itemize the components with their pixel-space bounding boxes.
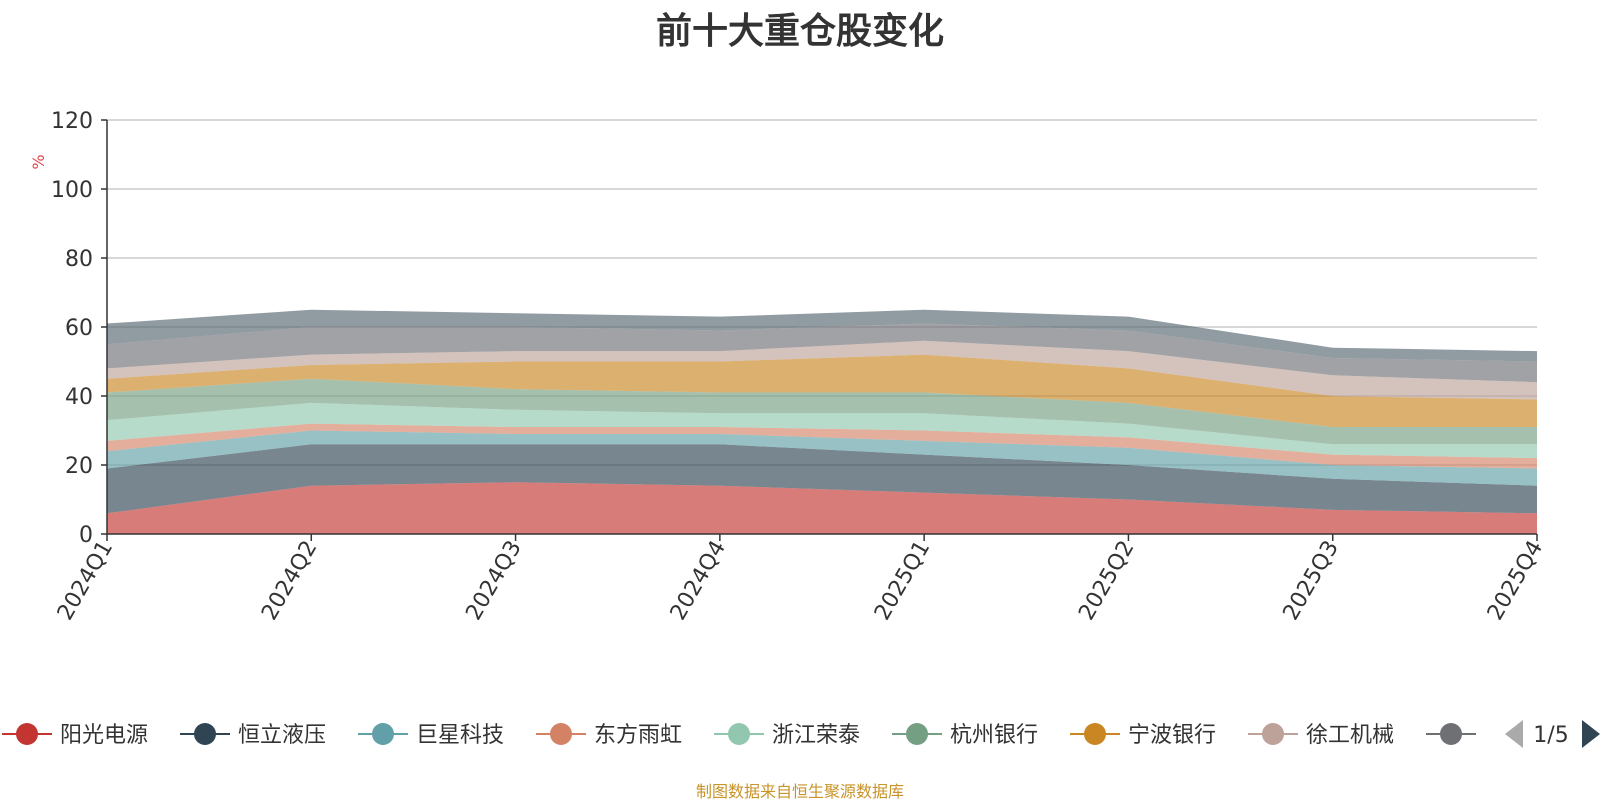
legend-marker	[728, 723, 750, 745]
legend-label: 巨星科技	[416, 723, 504, 748]
area-10[interactable]	[107, 309, 1537, 362]
legend-item[interactable]: 阳光电源	[2, 723, 148, 748]
legend-item[interactable]: 宁波银行	[1070, 723, 1216, 748]
legend-marker	[194, 723, 216, 745]
legend-item[interactable]: 恒立液压	[180, 723, 326, 748]
area-series	[107, 309, 1537, 534]
x-tick-label: 2025Q1	[870, 537, 935, 625]
x-tick-label: 2025Q2	[1074, 537, 1139, 625]
legend-item[interactable]: 东方雨虹	[536, 723, 682, 748]
area-5[interactable]	[107, 402, 1537, 459]
legend-marker	[1084, 723, 1106, 745]
legend-item[interactable]: 浙江荣泰	[714, 723, 860, 748]
area-9[interactable]	[107, 323, 1537, 383]
legend-next-icon[interactable]	[1582, 720, 1600, 748]
y-axis-unit-label: %	[29, 154, 48, 169]
legend-label: 徐工机械	[1306, 723, 1394, 748]
y-tick-label: 80	[65, 247, 93, 272]
legend-label: 浙江荣泰	[772, 723, 860, 748]
legend-marker	[1440, 723, 1462, 745]
y-tick-label: 60	[65, 316, 93, 341]
legend-marker	[550, 723, 572, 745]
legend-marker	[372, 723, 394, 745]
legend-marker	[906, 723, 928, 745]
legend-label: 东方雨虹	[594, 723, 682, 748]
legend-clip-mask	[1478, 712, 1600, 756]
legend-item[interactable]: 杭州银行	[892, 723, 1038, 748]
area-8[interactable]	[107, 340, 1537, 400]
area-1[interactable]	[107, 482, 1537, 534]
area-4[interactable]	[107, 423, 1537, 469]
x-tick-label: 2024Q2	[257, 537, 322, 625]
x-ticks: 2024Q1 2024Q2 2024Q3 2024Q4 2025Q1 2025Q2 2025…	[53, 534, 1548, 625]
area-7[interactable]	[107, 354, 1537, 428]
legend-label: 恒立液压	[238, 723, 326, 748]
x-tick-label: 2025Q4	[1483, 537, 1548, 625]
y-tick-label: 100	[51, 178, 93, 203]
x-tick-label: 2025Q3	[1279, 537, 1344, 625]
area-3[interactable]	[107, 430, 1537, 486]
y-tick-label: 0	[79, 523, 93, 548]
legend-prev-icon[interactable]	[1505, 720, 1523, 748]
x-tick-label: 2024Q1	[53, 537, 118, 625]
y-ticks: 0 20 40 60 80 100 120	[51, 109, 107, 548]
x-tick-label: 2024Q4	[666, 537, 731, 625]
legend-item[interactable]: 徐工机械	[1248, 723, 1394, 748]
chart-title: 前十大重仓股变化	[655, 11, 944, 52]
legend-label: 阳光电源	[60, 723, 148, 748]
legend-label: 杭州银行	[950, 723, 1038, 748]
area-6[interactable]	[107, 378, 1537, 445]
legend-pager: 1/5	[1505, 720, 1600, 748]
x-tick-label: 2024Q3	[461, 537, 526, 625]
legend-item[interactable]: 巨星科技	[358, 723, 504, 748]
source-note: 制图数据来自恒生聚源数据库	[695, 782, 904, 801]
area-2[interactable]	[107, 444, 1537, 514]
legend-label: 宁波银行	[1128, 723, 1216, 748]
legend-page-indicator: 1/5	[1533, 723, 1568, 748]
y-tick-label: 20	[65, 454, 93, 479]
legend-marker	[16, 723, 38, 745]
y-tick-label: 120	[51, 109, 93, 134]
legend: 阳光电源恒立液压巨星科技东方雨虹浙江荣泰杭州银行宁波银行徐工机械潍柴动力	[2, 712, 1600, 756]
legend-marker	[1262, 723, 1284, 745]
y-tick-label: 40	[65, 385, 93, 410]
